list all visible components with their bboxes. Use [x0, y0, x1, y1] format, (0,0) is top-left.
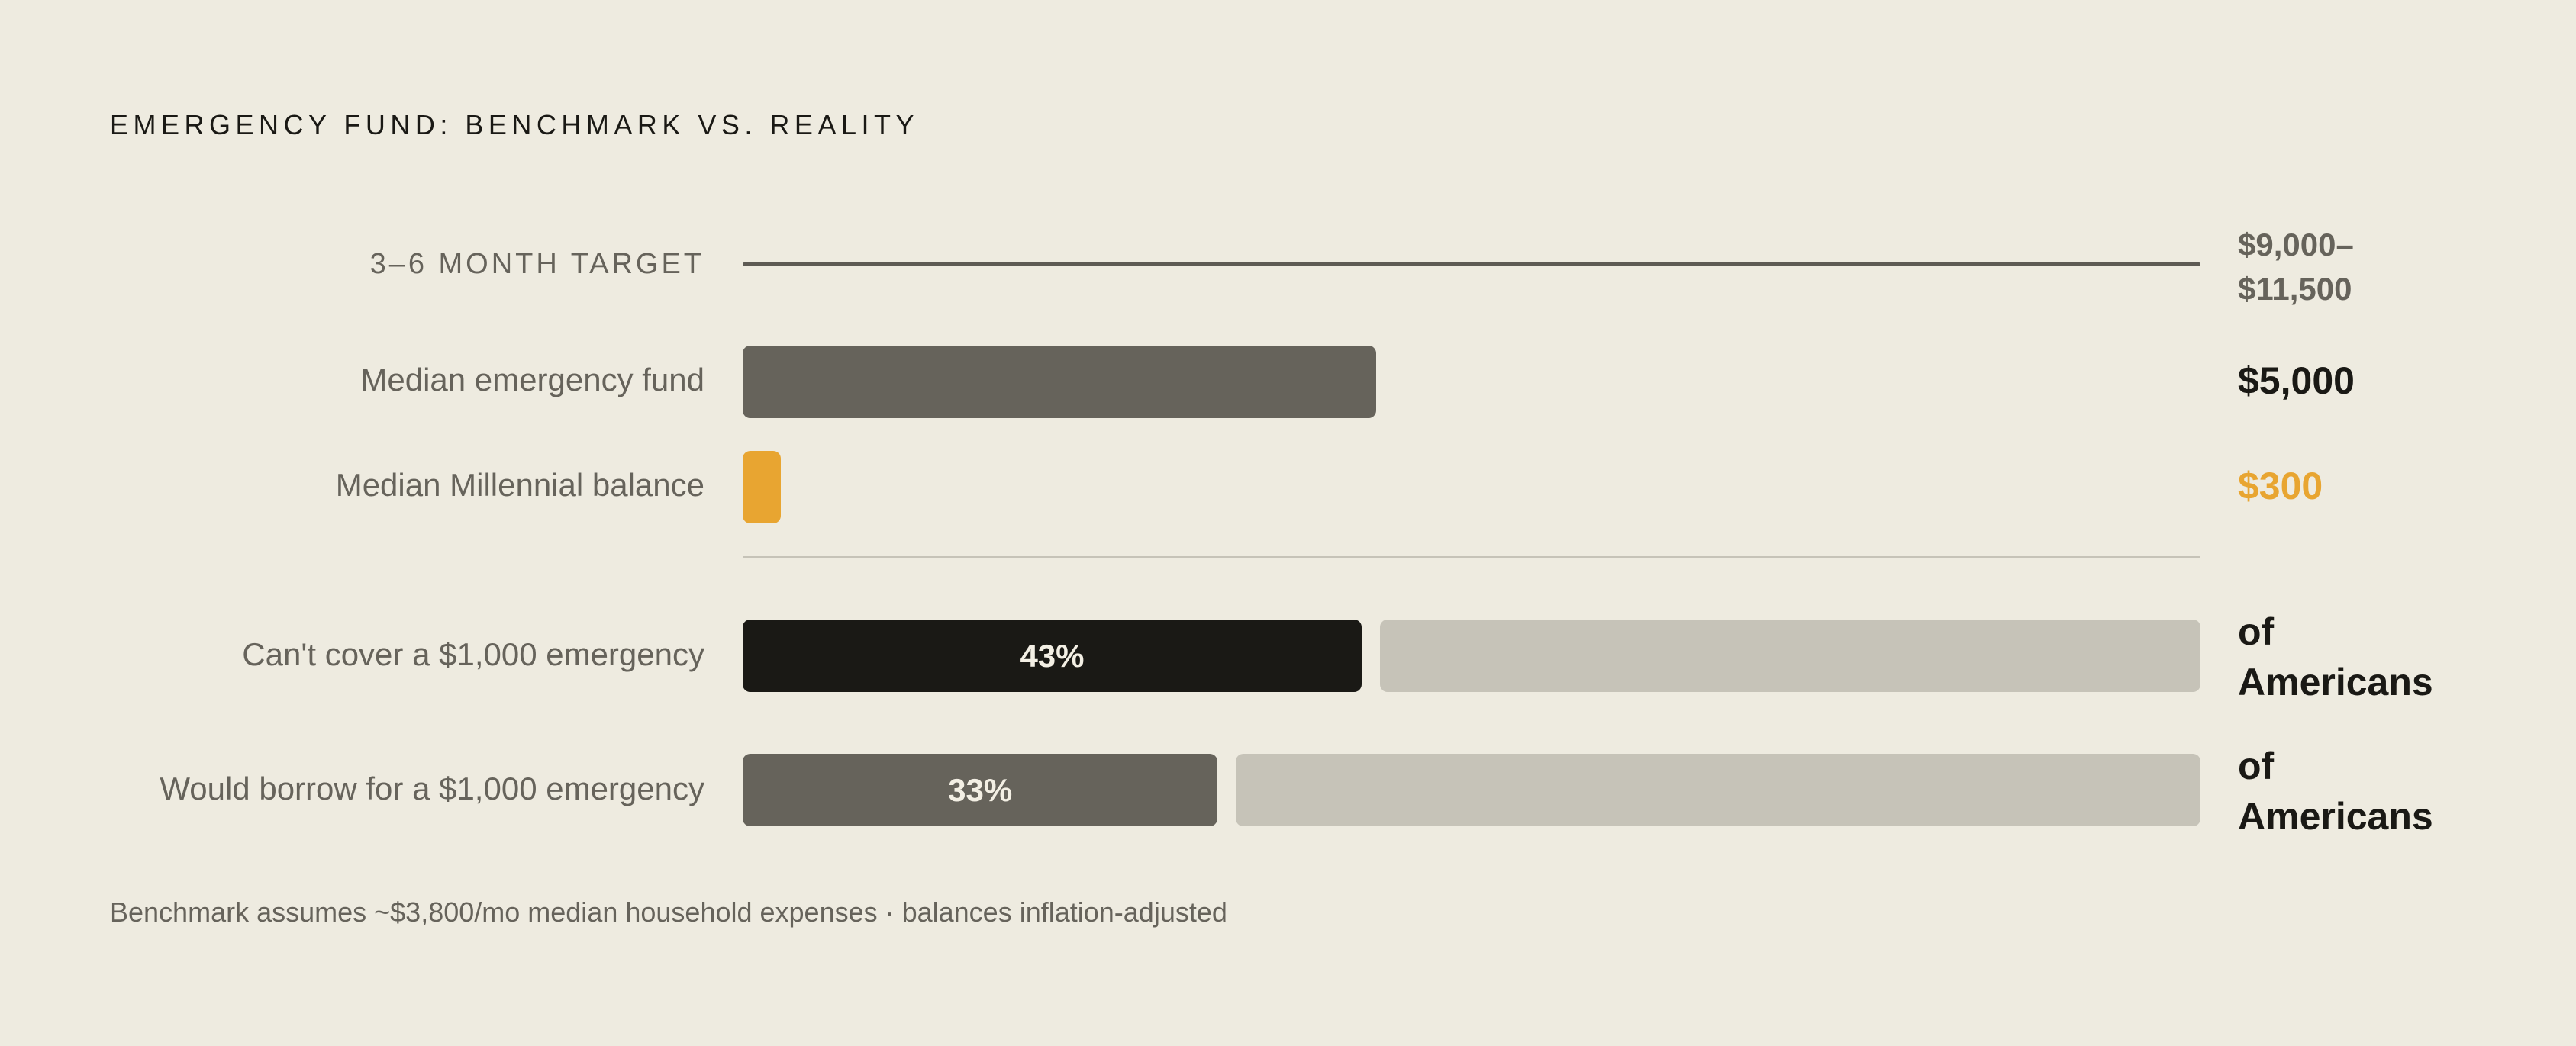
- bar-cant-cover-remainder: [1379, 620, 2200, 692]
- bar-would-borrow-value-label: 33%: [948, 771, 1013, 808]
- bar-median-millennial-balance: [743, 451, 781, 523]
- suffix-would-borrow-line2: Americans: [2238, 795, 2433, 838]
- suffix-would-borrow-line1: of: [2238, 745, 2275, 787]
- suffix-cant-cover-line2: Americans: [2238, 661, 2433, 703]
- percent-label-would-borrow: Would borrow for a $1,000 emergency: [160, 771, 704, 806]
- benchmark-value-line2: $11,500: [2238, 271, 2352, 307]
- suffix-cant-cover: of Americans: [2238, 607, 2433, 707]
- benchmark-value: $9,000– $11,500: [2238, 223, 2354, 311]
- bar-would-borrow-filled: [743, 754, 1218, 826]
- bar-would-borrow-remainder: [1236, 754, 2200, 826]
- chart-title: EMERGENCY FUND: BENCHMARK VS. REALITY: [110, 109, 919, 140]
- benchmark-target-line: [743, 262, 2200, 266]
- balance-label-millennial: Median Millennial balance: [335, 467, 704, 503]
- bar-cant-cover-filled: [743, 620, 1362, 692]
- percent-label-cant-cover: Can't cover a $1,000 emergency: [242, 636, 704, 672]
- section-divider: [743, 556, 2200, 558]
- benchmark-value-line1: $9,000–: [2238, 227, 2354, 262]
- suffix-would-borrow: of Americans: [2238, 741, 2433, 842]
- bar-cant-cover-value-label: 43%: [1020, 637, 1085, 674]
- footnote: Benchmark assumes ~$3,800/mo median hous…: [110, 896, 1227, 928]
- value-median-millennial-balance: $300: [2238, 465, 2323, 507]
- suffix-cant-cover-line1: of: [2238, 610, 2275, 653]
- value-median-emergency-fund: $5,000: [2238, 359, 2355, 402]
- balance-label-median-fund: Median emergency fund: [360, 362, 704, 397]
- bar-median-emergency-fund: [743, 346, 1377, 418]
- benchmark-label: 3–6 MONTH TARGET: [369, 248, 704, 280]
